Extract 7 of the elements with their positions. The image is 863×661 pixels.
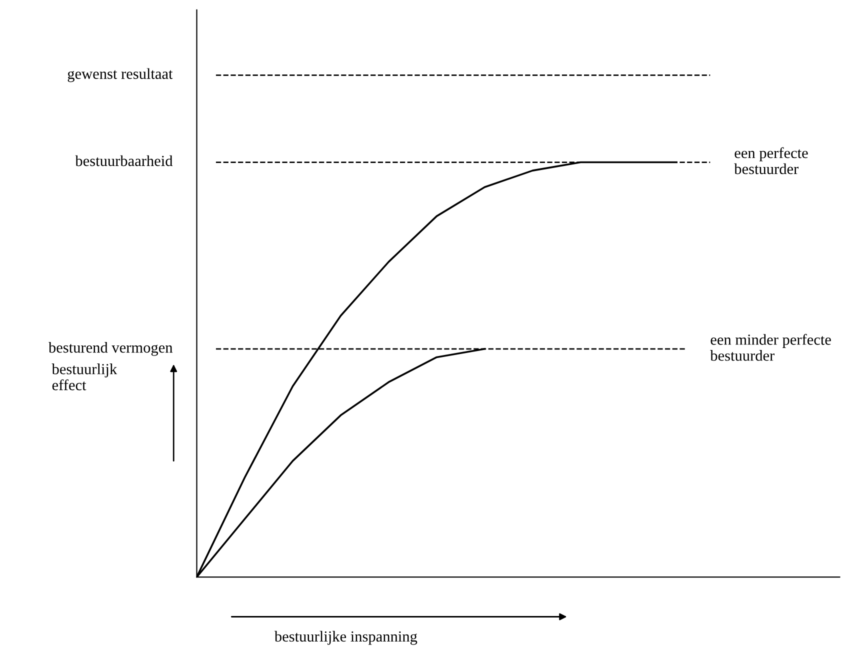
text: een minder perfecte bestuurder <box>710 334 831 361</box>
text: een perfecte bestuurder <box>734 147 808 174</box>
x-axis-title: bestuurlijke inspanning <box>274 630 418 645</box>
ref-line-label: besturend vermogen <box>48 342 173 356</box>
text: bestuurlijk effect <box>52 364 118 390</box>
ref-line-label: gewenst resultaat <box>68 68 173 82</box>
ref-line-label: bestuurbaarheid <box>75 155 173 166</box>
